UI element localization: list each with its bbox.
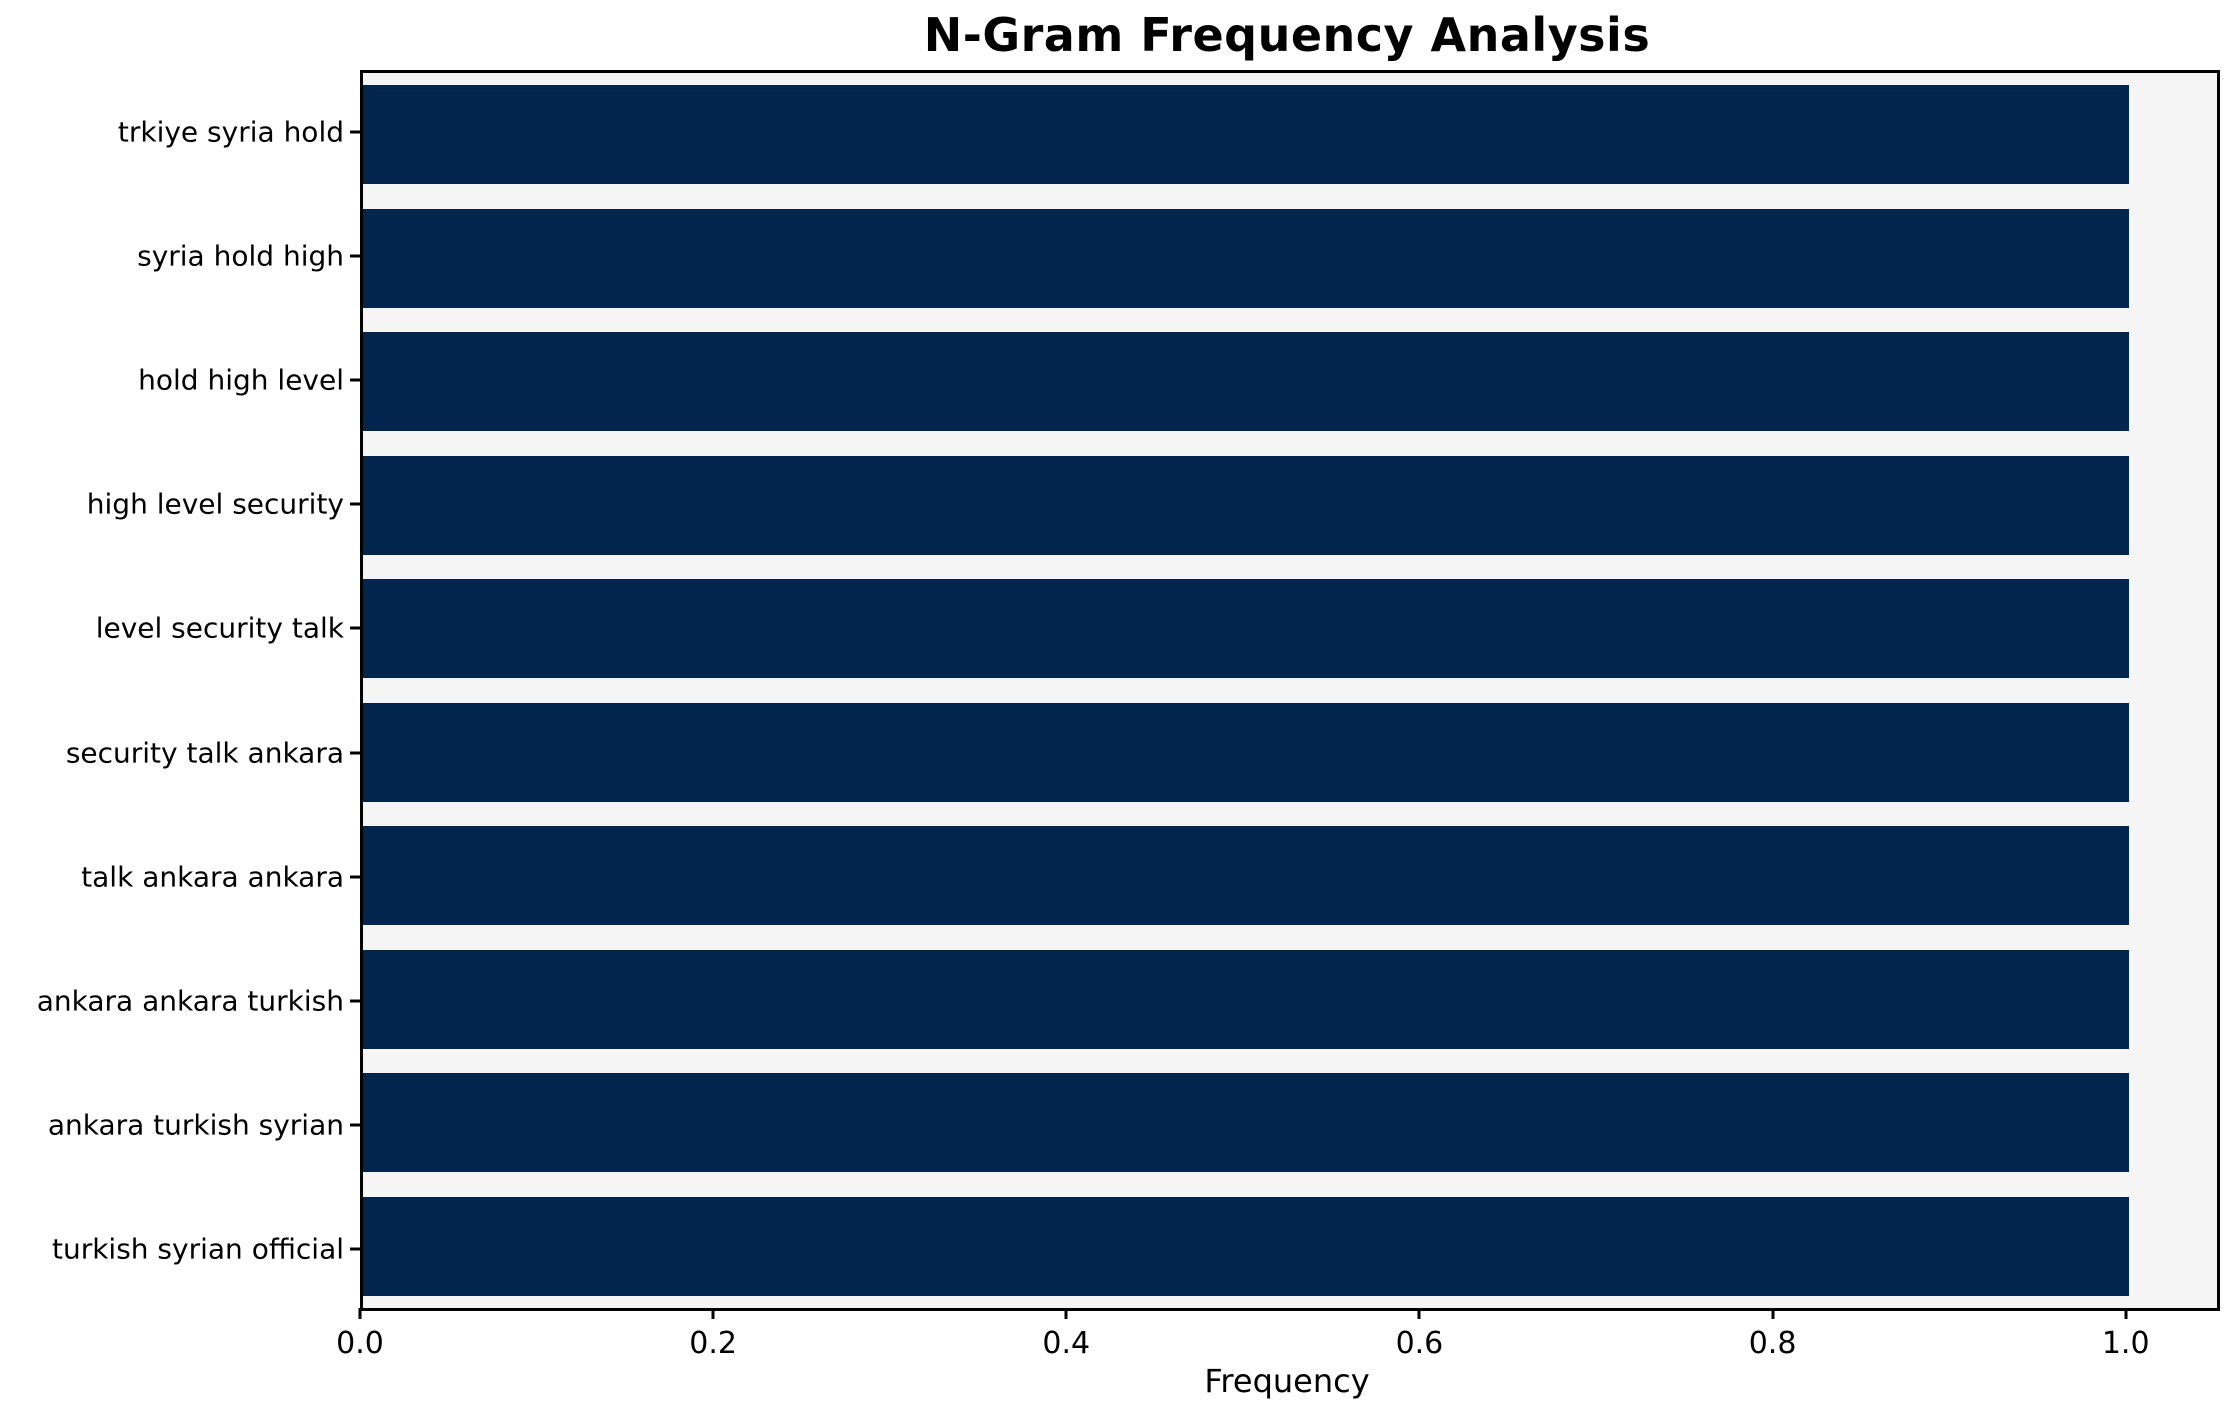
bar bbox=[363, 949, 2129, 1049]
y-tick-label: talk ankara ankara bbox=[81, 860, 344, 894]
y-tick-mark bbox=[350, 378, 360, 382]
x-tick-mark bbox=[711, 1308, 715, 1319]
bar-series bbox=[363, 73, 2217, 1308]
bar-row bbox=[363, 1185, 2217, 1309]
bar-row bbox=[363, 567, 2217, 691]
bar-row bbox=[363, 73, 2217, 197]
y-tick-label: ankara turkish syrian bbox=[47, 1108, 344, 1142]
y-tick-label: ankara ankara turkish bbox=[36, 984, 344, 1018]
x-tick-label: 0.0 bbox=[336, 1326, 384, 1361]
x-tick-mark bbox=[1417, 1308, 1421, 1319]
bar-row bbox=[363, 814, 2217, 938]
y-tick-mark bbox=[350, 626, 360, 630]
y-tick-mark bbox=[350, 130, 360, 134]
x-tick-label: 0.4 bbox=[1042, 1326, 1091, 1361]
bar-row bbox=[363, 691, 2217, 815]
bar bbox=[363, 702, 2129, 802]
x-tick-label: 0.6 bbox=[1395, 1326, 1444, 1361]
y-tick-mark bbox=[350, 1247, 360, 1251]
x-tick-label: 0.8 bbox=[1748, 1326, 1797, 1361]
bar bbox=[363, 332, 2129, 432]
y-tick-mark bbox=[350, 999, 360, 1003]
x-tick-mark bbox=[1771, 1308, 1775, 1319]
bar bbox=[363, 455, 2129, 555]
y-tick-label: turkish syrian official bbox=[51, 1232, 344, 1266]
plot-area bbox=[360, 70, 2220, 1311]
y-tick-mark bbox=[350, 254, 360, 258]
bar-row bbox=[363, 1061, 2217, 1185]
y-tick-label: hold high level bbox=[138, 363, 344, 397]
y-tick-label: level security talk bbox=[95, 611, 344, 645]
bar bbox=[363, 85, 2129, 185]
y-tick-label: high level security bbox=[86, 487, 344, 521]
bar bbox=[363, 208, 2129, 308]
x-tick-mark bbox=[1064, 1308, 1068, 1319]
bar bbox=[363, 1073, 2129, 1173]
x-axis-label: Frequency bbox=[1204, 1362, 1370, 1400]
bar-row bbox=[363, 197, 2217, 321]
y-axis: trkiye syria hold syria hold high hold hig… bbox=[0, 70, 360, 1311]
x-tick-mark bbox=[2124, 1308, 2128, 1319]
bar bbox=[363, 1196, 2129, 1296]
bar-row bbox=[363, 320, 2217, 444]
x-tick-mark bbox=[358, 1308, 362, 1319]
y-tick-label: trkiye syria hold bbox=[117, 115, 344, 149]
x-axis: 0.0 0.2 0.4 0.6 0.8 1.0 bbox=[336, 1308, 2214, 1388]
y-tick-mark bbox=[350, 502, 360, 506]
x-tick-label: 0.2 bbox=[689, 1326, 737, 1361]
chart-title: N-Gram Frequency Analysis bbox=[923, 8, 1651, 62]
bar bbox=[363, 579, 2129, 679]
bar-row bbox=[363, 938, 2217, 1062]
y-tick-mark bbox=[350, 1123, 360, 1127]
x-tick-label: 1.0 bbox=[2101, 1326, 2150, 1361]
y-tick-mark bbox=[350, 751, 360, 755]
bar-row bbox=[363, 444, 2217, 568]
y-tick-label: syria hold high bbox=[137, 239, 344, 273]
y-tick-mark bbox=[350, 875, 360, 879]
bar bbox=[363, 826, 2129, 926]
y-tick-label: security talk ankara bbox=[65, 736, 344, 770]
